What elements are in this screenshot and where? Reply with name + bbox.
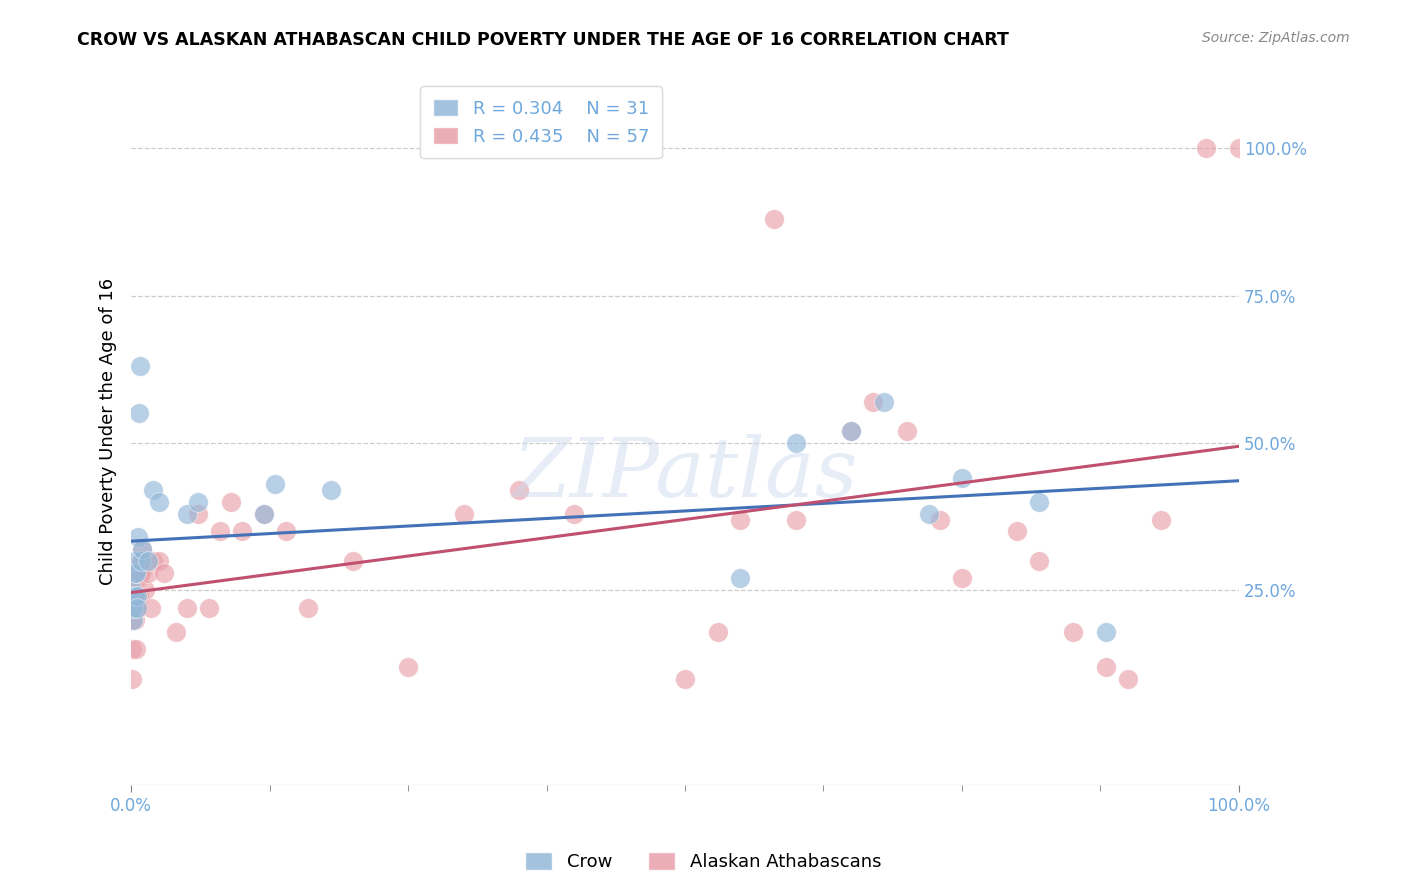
Point bbox=[148, 495, 170, 509]
Text: ZIPatlas: ZIPatlas bbox=[512, 434, 858, 514]
Point bbox=[319, 483, 342, 497]
Point bbox=[125, 566, 148, 580]
Point bbox=[121, 672, 143, 686]
Point bbox=[707, 624, 730, 639]
Point bbox=[122, 601, 145, 615]
Point bbox=[125, 601, 148, 615]
Point bbox=[762, 211, 785, 226]
Point bbox=[862, 394, 884, 409]
Point bbox=[128, 566, 150, 580]
Point bbox=[785, 436, 807, 450]
Point bbox=[127, 530, 149, 544]
Point bbox=[131, 541, 153, 556]
Point bbox=[1062, 624, 1084, 639]
Point bbox=[125, 589, 148, 603]
Point bbox=[142, 483, 165, 497]
Point bbox=[1095, 660, 1118, 674]
Point bbox=[127, 601, 149, 615]
Point bbox=[785, 512, 807, 526]
Point bbox=[122, 583, 145, 598]
Point bbox=[176, 601, 198, 615]
Point bbox=[297, 601, 319, 615]
Point bbox=[125, 566, 148, 580]
Y-axis label: Child Poverty Under the Age of 16: Child Poverty Under the Age of 16 bbox=[100, 277, 117, 584]
Point bbox=[730, 571, 752, 585]
Point bbox=[562, 507, 585, 521]
Point bbox=[950, 471, 973, 485]
Point bbox=[136, 554, 159, 568]
Point bbox=[129, 359, 152, 374]
Point bbox=[124, 566, 146, 580]
Point bbox=[1150, 512, 1173, 526]
Point bbox=[453, 507, 475, 521]
Point bbox=[153, 566, 176, 580]
Point bbox=[122, 601, 145, 615]
Point bbox=[1095, 624, 1118, 639]
Point bbox=[208, 524, 231, 539]
Point bbox=[136, 566, 159, 580]
Point bbox=[197, 601, 219, 615]
Point bbox=[131, 541, 153, 556]
Point bbox=[253, 507, 276, 521]
Point bbox=[928, 512, 950, 526]
Point bbox=[127, 571, 149, 585]
Point bbox=[918, 507, 941, 521]
Point bbox=[187, 507, 209, 521]
Point bbox=[839, 424, 862, 438]
Point bbox=[839, 424, 862, 438]
Legend: Crow, Alaskan Athabascans: Crow, Alaskan Athabascans bbox=[517, 846, 889, 879]
Point bbox=[1116, 672, 1139, 686]
Point bbox=[264, 477, 287, 491]
Point bbox=[121, 613, 143, 627]
Point bbox=[124, 589, 146, 603]
Point bbox=[1227, 141, 1250, 155]
Point bbox=[124, 613, 146, 627]
Point bbox=[253, 507, 276, 521]
Point bbox=[129, 554, 152, 568]
Point bbox=[129, 554, 152, 568]
Point bbox=[1028, 554, 1050, 568]
Text: CROW VS ALASKAN ATHABASCAN CHILD POVERTY UNDER THE AGE OF 16 CORRELATION CHART: CROW VS ALASKAN ATHABASCAN CHILD POVERTY… bbox=[77, 31, 1010, 49]
Point bbox=[134, 583, 156, 598]
Point bbox=[730, 512, 752, 526]
Point bbox=[124, 589, 146, 603]
Point bbox=[276, 524, 298, 539]
Point bbox=[950, 571, 973, 585]
Legend: R = 0.304    N = 31, R = 0.435    N = 57: R = 0.304 N = 31, R = 0.435 N = 57 bbox=[420, 87, 662, 159]
Point bbox=[125, 601, 148, 615]
Point bbox=[1194, 141, 1216, 155]
Point bbox=[396, 660, 419, 674]
Point bbox=[231, 524, 253, 539]
Point bbox=[219, 495, 242, 509]
Point bbox=[673, 672, 696, 686]
Text: Source: ZipAtlas.com: Source: ZipAtlas.com bbox=[1202, 31, 1350, 45]
Point bbox=[125, 595, 148, 609]
Point bbox=[508, 483, 530, 497]
Point bbox=[121, 642, 143, 657]
Point bbox=[121, 601, 143, 615]
Point bbox=[176, 507, 198, 521]
Point bbox=[165, 624, 187, 639]
Point bbox=[873, 394, 896, 409]
Point bbox=[128, 406, 150, 420]
Point bbox=[1007, 524, 1029, 539]
Point bbox=[142, 554, 165, 568]
Point bbox=[129, 566, 152, 580]
Point bbox=[148, 554, 170, 568]
Point bbox=[187, 495, 209, 509]
Point bbox=[128, 589, 150, 603]
Point bbox=[124, 554, 146, 568]
Point bbox=[122, 613, 145, 627]
Point bbox=[342, 554, 364, 568]
Point bbox=[896, 424, 918, 438]
Point bbox=[125, 642, 148, 657]
Point bbox=[1028, 495, 1050, 509]
Point bbox=[141, 601, 163, 615]
Point bbox=[121, 583, 143, 598]
